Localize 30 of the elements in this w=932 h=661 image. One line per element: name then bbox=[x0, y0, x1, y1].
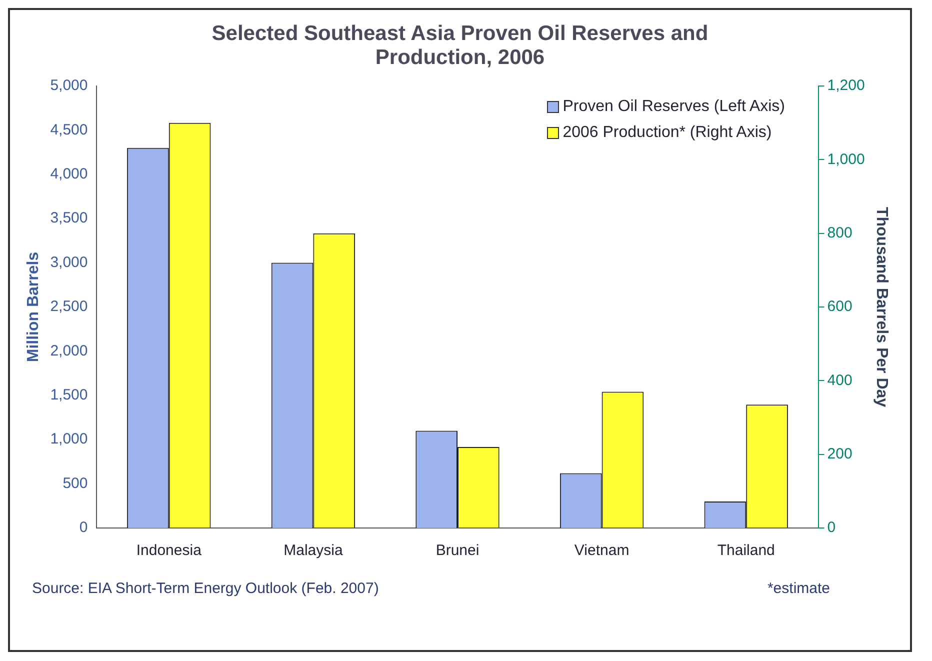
y-tick-label: 3,000 bbox=[50, 254, 88, 271]
y-tick-label: 1,000 bbox=[50, 430, 88, 448]
y-tick-label: 500 bbox=[62, 474, 88, 492]
text: *estimate bbox=[767, 580, 830, 597]
chart-title: Selected Southeast Asia Proven Oil Reserves and Production, 2006 bbox=[210, 21, 710, 71]
y-tick-label: 2,500 bbox=[50, 298, 88, 316]
y2-axis-title: Thousand Barrels Per Day bbox=[872, 206, 890, 408]
y2-tick-label: 600 bbox=[827, 298, 852, 316]
y-tick-label: 5,000 bbox=[50, 77, 88, 94]
y-axis-title: Million Barrels bbox=[25, 252, 42, 362]
y2-tick-label: 800 bbox=[827, 224, 852, 242]
y2-tick-label: 1,000 bbox=[827, 150, 865, 168]
y-tick-label: 1,500 bbox=[50, 386, 88, 404]
y-tick-label: 3,500 bbox=[50, 210, 88, 227]
x-tick-label: Malaysia bbox=[284, 542, 344, 560]
x-tick-label: Indonesia bbox=[136, 542, 202, 560]
source-note: Source: EIA Short-Term Energy Outlook (Feb. 2007) bbox=[32, 580, 379, 597]
y-tick-label: 2,000 bbox=[50, 342, 88, 360]
y2-tick-label: 200 bbox=[827, 445, 852, 462]
y2-tick-label: 0 bbox=[827, 519, 836, 536]
x-tick-label: Thailand bbox=[717, 542, 775, 560]
y2-tick-label: 400 bbox=[827, 372, 852, 389]
y-tick-label: 4,000 bbox=[50, 166, 88, 183]
y-tick-label: 0 bbox=[79, 519, 88, 536]
x-tick-label: Brunei bbox=[436, 542, 480, 560]
y2-tick-label: 1,200 bbox=[827, 77, 865, 94]
y-tick-label: 4,500 bbox=[50, 121, 88, 138]
legend-label: 2006 Production* (Right Axis) bbox=[562, 123, 772, 143]
x-tick-label: Vietnam bbox=[574, 542, 630, 560]
legend-label: Proven Oil Reserves (Left Axis) bbox=[562, 97, 785, 117]
